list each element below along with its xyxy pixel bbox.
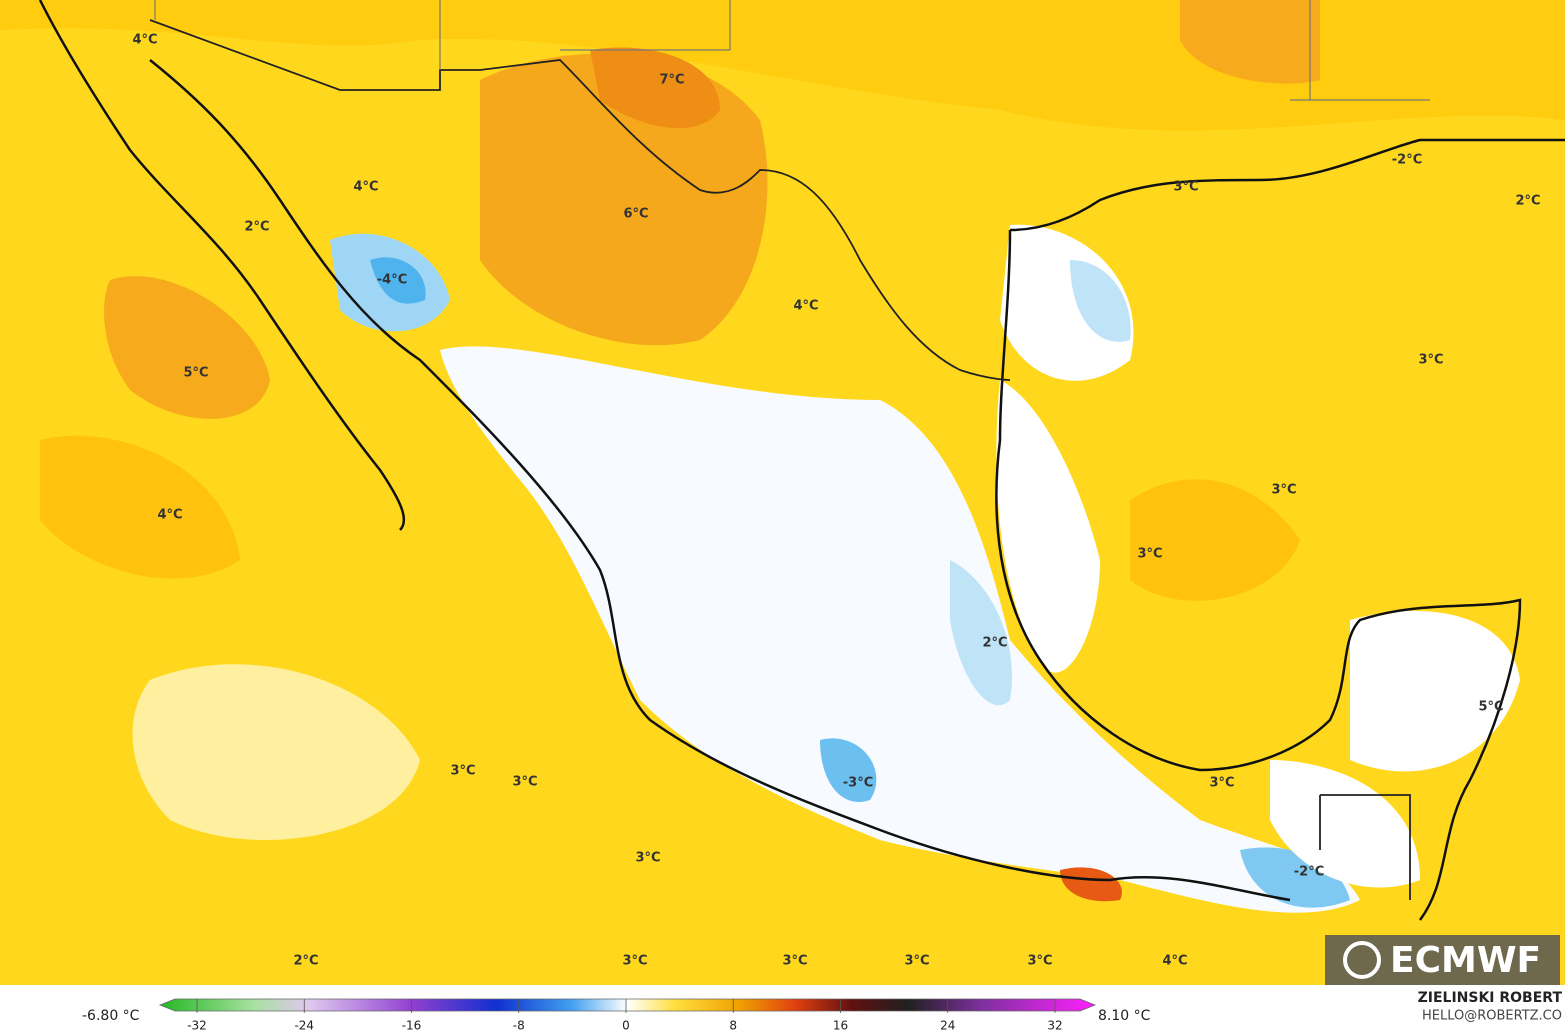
anomaly-area (1240, 847, 1350, 908)
anomaly-area (40, 435, 240, 579)
anomaly-area (1130, 479, 1300, 601)
anomaly-area (590, 47, 720, 129)
temperature-label: 6°C (623, 207, 648, 222)
state-border (154, 0, 1430, 101)
anomaly-area (104, 276, 270, 419)
temperature-label: 3°C (782, 954, 807, 969)
anomaly-area (480, 53, 768, 346)
temperature-label: 3°C (635, 851, 660, 866)
temperature-label: 3°C (1137, 547, 1162, 562)
anomaly-area (1000, 224, 1134, 381)
anomaly-area (132, 664, 420, 840)
temperature-label: 7°C (659, 73, 684, 88)
temperature-label: 2°C (244, 220, 269, 235)
map-labels: 4°C 7°C 4°C 6°C 2°C -4°C 4°C 3°C -2°C 2°C 5°C 3°C 3°… (132, 33, 1540, 969)
temperature-label: 3°C (622, 954, 647, 969)
temperature-label: 2°C (982, 636, 1007, 651)
author: ZIELINSKI ROBERT (1418, 990, 1563, 1006)
land-area (1350, 610, 1520, 772)
temperature-label: 3°C (1418, 353, 1443, 368)
temperature-label: -2°C (1294, 865, 1324, 880)
temperature-label: 3°C (1027, 954, 1052, 969)
anomaly-area (370, 257, 426, 304)
coastline (38, 0, 1565, 921)
anomaly-area (996, 380, 1100, 673)
colorbar-tick-label: -8 (513, 1019, 525, 1033)
border (149, 19, 1411, 900)
temperature-label: 3°C (450, 764, 475, 779)
logo-icon (1343, 941, 1381, 979)
temperature-label: 2°C (1515, 194, 1540, 209)
anomaly-area (0, 0, 1565, 131)
colorbar-min: -6.80 °C (82, 1008, 140, 1024)
logo-text: ECMWF (1390, 940, 1541, 981)
colorbar-tick-label: 16 (833, 1019, 848, 1033)
colorbar-tick-label: -24 (294, 1019, 314, 1033)
anomaly-area (950, 560, 1012, 706)
colorbar-max: 8.10 °C (1098, 1008, 1151, 1024)
temperature-label: 4°C (793, 299, 818, 314)
colorbar-tick-label: 8 (729, 1019, 737, 1033)
temperature-label: 3°C (1271, 483, 1296, 498)
colorbar-tick-label: -32 (187, 1019, 207, 1033)
temperature-label: 3°C (1173, 180, 1198, 195)
colorbar-tick-label: 32 (1047, 1019, 1062, 1033)
temperature-label: 5°C (183, 366, 208, 381)
anomaly-area (1060, 867, 1122, 902)
email: HELLO@ROBERTZ.CO (1422, 1009, 1562, 1024)
temperature-label: -3°C (843, 776, 873, 791)
anomaly-area (820, 738, 877, 802)
temperature-label: 4°C (132, 33, 157, 48)
temperature-label: 4°C (353, 180, 378, 195)
temperature-label: 4°C (157, 508, 182, 523)
temperature-label: -2°C (1392, 153, 1422, 168)
colorbar-tick-label: -16 (402, 1019, 422, 1033)
temperature-label: 3°C (1209, 776, 1234, 791)
temperature-label: -4°C (377, 273, 407, 288)
colorbar: -6.80 °C 8.10 °C -32 -24 -16 -8 0 8 16 24 32 (82, 998, 1151, 1033)
colorbar-tick-label: 24 (940, 1019, 955, 1033)
temperature-label: 4°C (1162, 954, 1187, 969)
temperature-label: 2°C (293, 954, 318, 969)
anomaly-area (1070, 260, 1131, 342)
map: 4°C 7°C 4°C 6°C 2°C -4°C 4°C 3°C -2°C 2°C 5°C 3°C 3°… (0, 0, 1565, 985)
anomaly-area (1180, 0, 1320, 84)
land-area (440, 346, 1360, 913)
colorbar-scale (158, 998, 1097, 1012)
temperature-label: 3°C (512, 775, 537, 790)
temperature-label: 5°C (1478, 700, 1503, 715)
colorbar-tick-label: 0 (622, 1019, 630, 1033)
land-area (1270, 760, 1420, 888)
temperature-label: 3°C (904, 954, 929, 969)
